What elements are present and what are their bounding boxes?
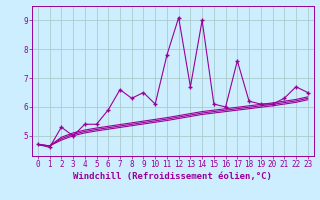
- X-axis label: Windchill (Refroidissement éolien,°C): Windchill (Refroidissement éolien,°C): [73, 172, 272, 181]
